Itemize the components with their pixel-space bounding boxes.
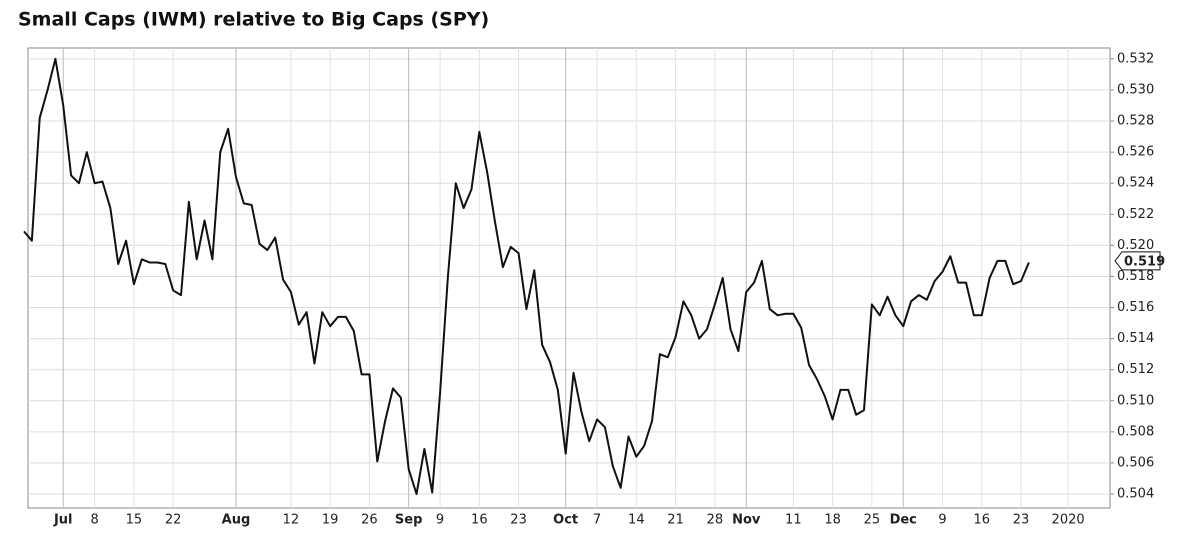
x-tick-label: 11 — [785, 513, 802, 528]
y-tick-label: 0.506 — [1117, 455, 1154, 470]
x-tick-label: 26 — [361, 513, 378, 528]
y-tick-label: 0.508 — [1117, 424, 1154, 439]
y-tick-label: 0.516 — [1117, 300, 1154, 315]
current-value-box — [1114, 251, 1161, 271]
y-tick-label: 0.514 — [1117, 331, 1154, 346]
x-tick-label: Oct — [553, 513, 578, 528]
x-tick-label: 16 — [471, 513, 488, 528]
y-tick-label: 0.528 — [1117, 114, 1154, 129]
x-tick-label: Nov — [732, 513, 761, 528]
y-tick-label: 0.530 — [1117, 82, 1154, 97]
x-tick-label: Jul — [53, 513, 73, 528]
x-tick-label: Dec — [890, 513, 917, 528]
x-tick-label: 15 — [126, 513, 143, 528]
chart-title: Small Caps (IWM) relative to Big Caps (S… — [18, 9, 489, 31]
y-tick-label: 0.524 — [1117, 176, 1154, 191]
y-tick-label: 0.532 — [1117, 51, 1154, 66]
x-tick-label: 25 — [864, 513, 881, 528]
y-tick-label: 0.504 — [1117, 487, 1154, 502]
x-tick-label: 18 — [824, 513, 841, 528]
x-tick-label: 28 — [707, 513, 724, 528]
plot-frame — [27, 47, 1111, 509]
y-tick-label: 0.522 — [1117, 207, 1154, 222]
x-tick-label: 12 — [283, 513, 300, 528]
y-tick-label: 0.526 — [1117, 145, 1154, 160]
x-tick-label: 9 — [938, 513, 946, 528]
series-line — [23, 57, 1030, 496]
current-value-label: 0.519 — [1124, 254, 1165, 269]
y-tick-label: 0.512 — [1117, 362, 1154, 377]
y-tick-label: 0.518 — [1117, 269, 1154, 284]
x-tick-label: 19 — [322, 513, 339, 528]
x-tick-label: 22 — [165, 513, 182, 528]
x-tick-label: Sep — [395, 513, 423, 528]
x-tick-label: 23 — [510, 513, 527, 528]
x-tick-label: 8 — [91, 513, 99, 528]
x-tick-label: 2020 — [1052, 513, 1085, 528]
x-tick-label: 14 — [628, 513, 645, 528]
x-tick-label: 9 — [436, 513, 444, 528]
y-tick-label: 0.520 — [1117, 238, 1154, 253]
x-tick-label: 21 — [667, 513, 684, 528]
x-tick-label: Aug — [222, 513, 251, 528]
x-tick-label: 23 — [1013, 513, 1030, 528]
x-tick-label: 7 — [593, 513, 601, 528]
x-tick-label: 16 — [973, 513, 990, 528]
y-tick-label: 0.510 — [1117, 393, 1154, 408]
